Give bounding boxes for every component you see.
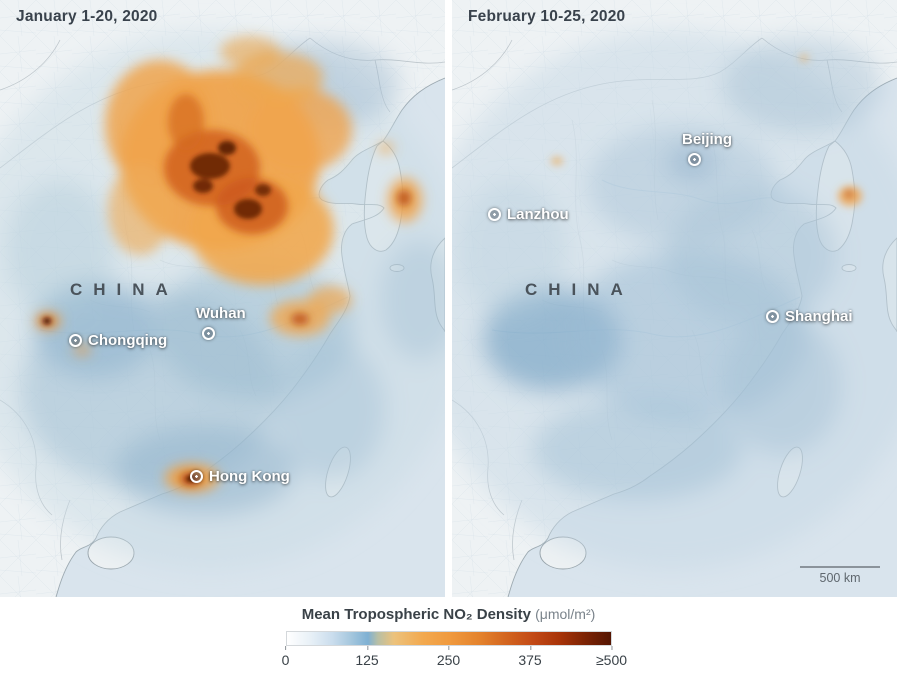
city-label-lanzhou: Lanzhou <box>488 206 569 223</box>
scale-bar: 500 km <box>800 566 880 585</box>
map-panel-february: February 10-25, 2020 CHINA Beijing Lanzh… <box>452 0 897 597</box>
legend-tick: 125 <box>355 646 379 668</box>
city-marker-icon <box>190 470 203 483</box>
scale-bar-label: 500 km <box>819 571 861 585</box>
city-marker-icon <box>202 327 215 340</box>
haze-overlay-january <box>0 30 445 570</box>
country-label-china: CHINA <box>70 280 179 299</box>
legend-tick: 375 <box>518 646 542 668</box>
legend-title-text: Mean Tropospheric NO₂ Density <box>301 606 531 623</box>
city-marker-icon <box>488 208 501 221</box>
legend-title: Mean Tropospheric NO₂ Density (μmol/m²) <box>302 606 596 623</box>
city-label-beijing: Beijing <box>682 131 732 166</box>
city-name: Hong Kong <box>209 468 290 485</box>
legend-unit-text: (μmol/m²) <box>535 606 596 622</box>
country-label-china: CHINA <box>525 280 634 299</box>
legend-gradient-bar <box>285 631 612 646</box>
city-name: Beijing <box>682 131 733 148</box>
city-label-hong-kong: Hong Kong <box>190 468 290 485</box>
legend-tick: 0 <box>281 646 290 668</box>
city-name: Chongqing <box>88 332 168 349</box>
legend-tick: 250 <box>436 646 461 668</box>
city-label-chongqing: Chongqing <box>69 332 167 349</box>
map-panel-january: January 1-20, 2020 CHINA Chongqing Wuhan… <box>0 0 445 597</box>
city-marker-icon <box>688 153 701 166</box>
map-pair: January 1-20, 2020 CHINA Chongqing Wuhan… <box>0 0 897 597</box>
city-label-shanghai: Shanghai <box>766 308 853 325</box>
city-name: Wuhan <box>196 305 246 322</box>
map-date-label-january: January 1-20, 2020 <box>16 8 158 25</box>
city-label-wuhan: Wuhan <box>196 305 246 340</box>
map-svg-january <box>0 0 445 597</box>
legend-gradient-wrap <box>285 631 612 646</box>
haze-overlay-february <box>452 30 897 570</box>
map-svg-february <box>452 0 897 597</box>
legend: Mean Tropospheric NO₂ Density (μmol/m²) … <box>0 597 897 679</box>
legend-tick-labels: 0 125 250 375 ≥500 <box>282 646 627 668</box>
city-name: Shanghai <box>785 308 853 325</box>
pollution-dark-cores-january <box>43 141 271 482</box>
legend-tick: ≥500 <box>595 646 628 668</box>
scale-bar-line <box>800 566 880 568</box>
pollution-overlay-february <box>551 54 862 206</box>
map-date-label-february: February 10-25, 2020 <box>468 8 626 25</box>
city-marker-icon <box>766 310 779 323</box>
city-name: Lanzhou <box>507 206 569 223</box>
city-marker-icon <box>69 334 82 347</box>
